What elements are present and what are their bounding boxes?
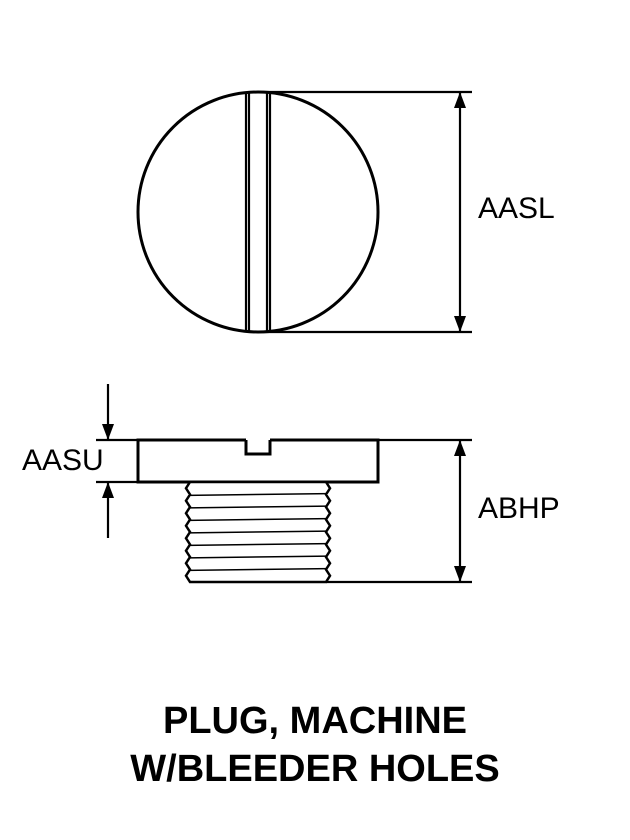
- title-line-2: W/BLEEDER HOLES: [0, 748, 630, 791]
- svg-text:ABHP: ABHP: [478, 492, 560, 525]
- title-line-1: PLUG, MACHINE: [0, 700, 630, 743]
- svg-text:AASU: AASU: [22, 444, 104, 477]
- svg-text:AASL: AASL: [478, 192, 555, 225]
- diagram-canvas: AASL ABHP AASU PLUG, MACHINE W/BLEEDER HOL…: [0, 0, 630, 840]
